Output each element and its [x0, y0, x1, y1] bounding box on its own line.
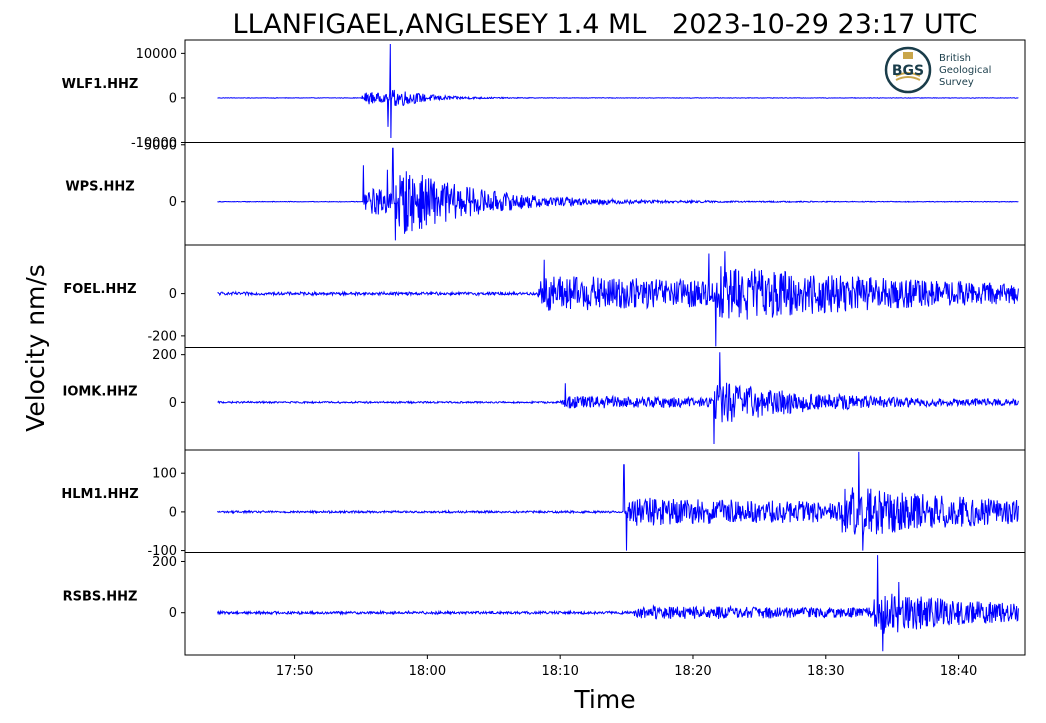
- y-axis-label: Velocity nm/s: [21, 264, 50, 432]
- y-tick-label: 0: [169, 396, 177, 411]
- waveform-wps-hhz: [217, 147, 1019, 241]
- x-tick-label: 18:10: [541, 664, 578, 679]
- y-tick-label: 0: [169, 287, 177, 302]
- panel-frame: [184, 449, 1026, 553]
- bgs-logo-line2: Geological: [939, 65, 991, 76]
- y-tick-label: 100: [152, 467, 177, 482]
- waveform-foel-hhz: [217, 251, 1019, 347]
- y-tick-label: 0: [169, 505, 177, 520]
- station-label: WPS.HHZ: [65, 180, 134, 195]
- bgs-logo: BGS British Geological Survey: [884, 46, 991, 94]
- y-tick-label: 0: [169, 606, 177, 621]
- y-tick-label: 200: [152, 348, 177, 363]
- panel-foel-hhz: 0 -200 FOEL.HHZ: [63, 244, 1026, 348]
- waveform-iomk-hhz: [217, 352, 1019, 445]
- panels: 100000-10000WLF1.HHZ50000WPS.HHZ0-200FOE…: [61, 39, 1026, 656]
- waveform-rsbs-hhz: [217, 555, 1019, 652]
- x-tick-label: 18:00: [409, 664, 446, 679]
- x-tick-label: 18:40: [940, 664, 977, 679]
- panel-rsbs-hhz: 200 0 RSBS.HHZ: [63, 552, 1026, 656]
- y-tick-label: -100: [147, 544, 177, 559]
- waveform-hlm1-hhz: [217, 451, 1019, 551]
- y-tick-label: 10000: [136, 47, 177, 62]
- station-label: HLM1.HHZ: [61, 487, 138, 502]
- bgs-logo-mark: BGS: [892, 63, 924, 79]
- y-tick-label: 0: [169, 91, 177, 106]
- y-tick-label: -10000: [131, 136, 177, 151]
- waveform-wlf1-hhz: [217, 43, 1019, 139]
- panel-wps-hhz: 5000 0 WPS.HHZ: [65, 138, 1026, 246]
- panel-frame: [184, 142, 1026, 246]
- panel-frame: [184, 552, 1026, 656]
- station-label: FOEL.HHZ: [63, 282, 136, 297]
- x-tick-label: 17:50: [276, 664, 313, 679]
- panel-frame: [184, 347, 1026, 451]
- station-label: RSBS.HHZ: [63, 590, 138, 605]
- bgs-logo-line1: British: [939, 53, 971, 64]
- x-tick-label: 18:20: [674, 664, 711, 679]
- panel-hlm1-hhz: 100 0 -100 HLM1.HHZ: [61, 449, 1026, 559]
- x-tick-label: 18:30: [807, 664, 844, 679]
- panel-iomk-hhz: 200 0 IOMK.HHZ: [62, 347, 1026, 451]
- y-tick-label: 0: [169, 195, 177, 210]
- y-tick-label: 5000: [144, 138, 177, 153]
- panel-wlf1-hhz: 10000 0 -10000 WLF1.HHZ: [62, 39, 1026, 151]
- x-axis-label: Time: [573, 685, 635, 714]
- x-axis: 17:50 18:00 18:10 18:20 18:30 18:40: [276, 655, 977, 679]
- y-tick-label: 200: [152, 555, 177, 570]
- station-label: IOMK.HHZ: [62, 385, 137, 400]
- bgs-logo-line3: Survey: [939, 77, 974, 88]
- y-tick-label: -200: [147, 329, 177, 344]
- station-label: WLF1.HHZ: [62, 77, 139, 92]
- chart-title: LLANFIGAEL,ANGLESEY 1.4 ML 2023-10-29 23…: [233, 9, 978, 40]
